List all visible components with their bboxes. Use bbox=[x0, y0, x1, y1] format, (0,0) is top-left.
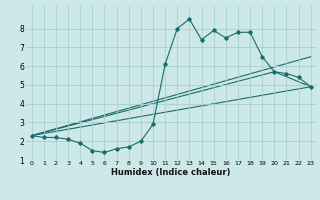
X-axis label: Humidex (Indice chaleur): Humidex (Indice chaleur) bbox=[111, 168, 231, 177]
